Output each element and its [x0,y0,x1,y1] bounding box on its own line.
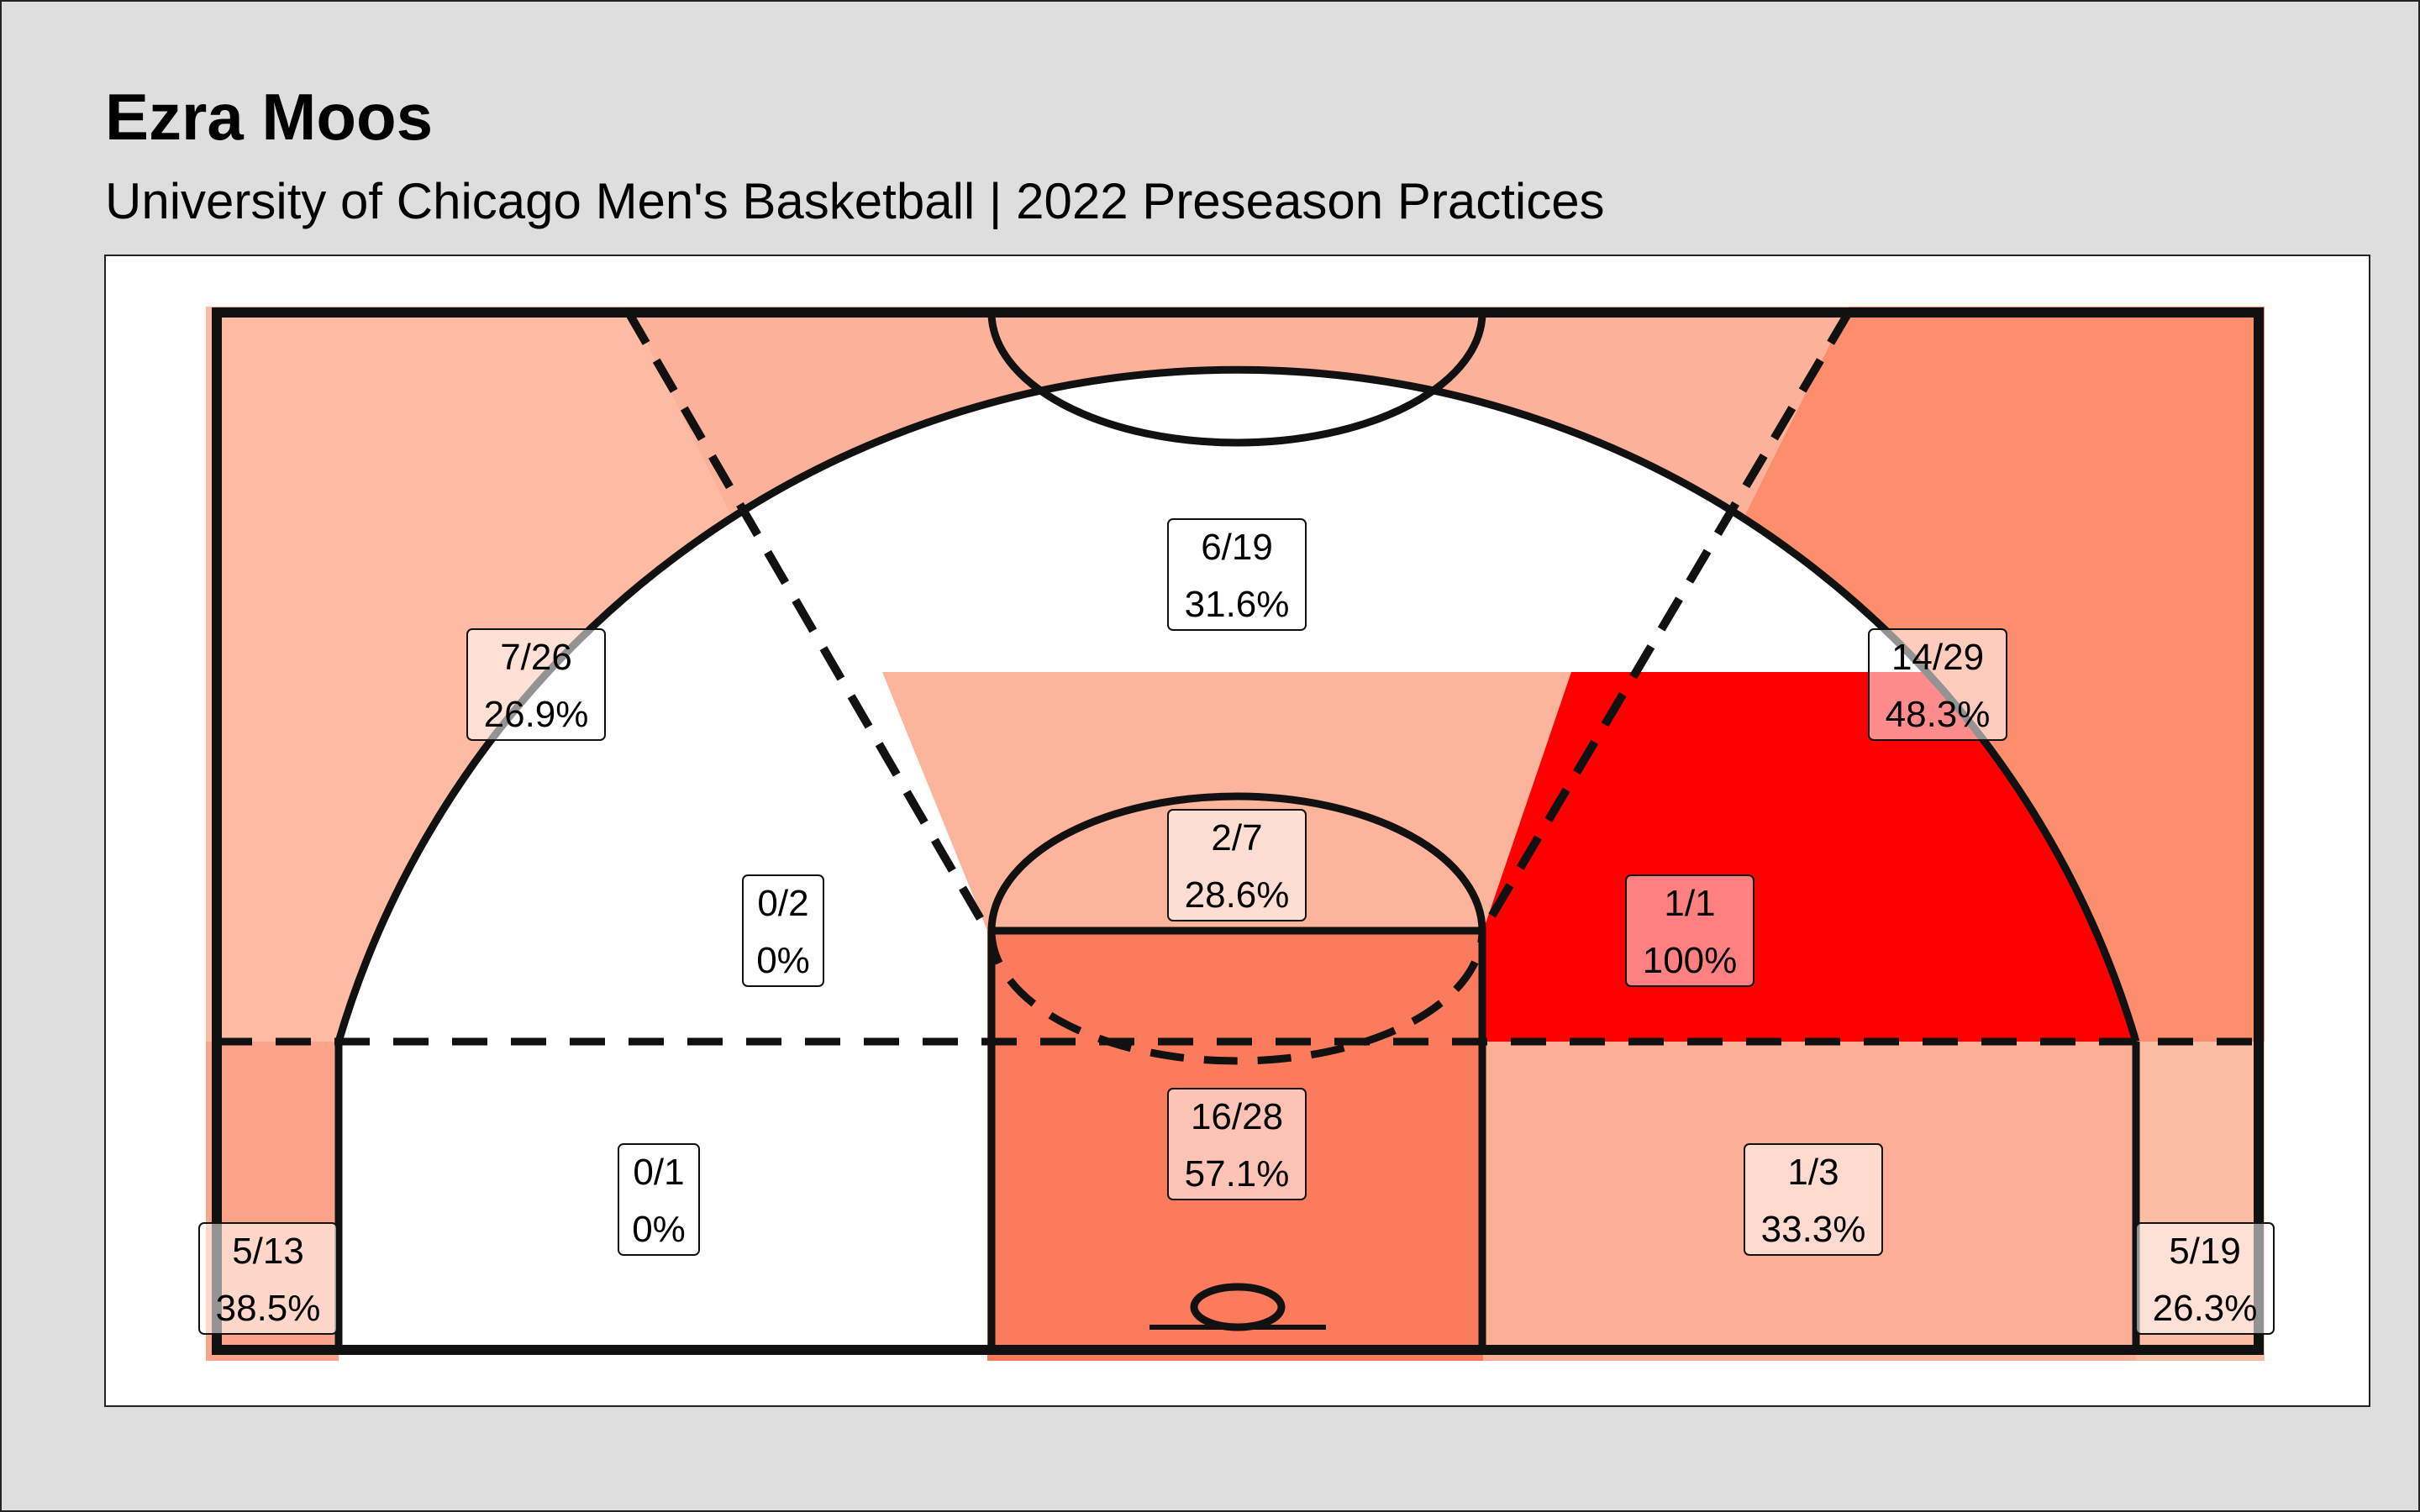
label-pct: 0% [632,1209,686,1250]
label-count: 7/26 [500,637,572,678]
chart-subtitle: University of Chicago Men's Basketball |… [105,173,1605,229]
label-count: 0/1 [633,1152,684,1193]
label-count: 16/28 [1191,1096,1283,1137]
label-count: 0/2 [757,883,808,924]
label-count: 2/7 [1211,817,1262,858]
label-count: 14/29 [1891,637,1984,678]
zone-labels: 7/26 26.9% 6/19 31.6% 14/29 48.3% 0/2 0%… [198,518,2275,1335]
label-top-key-mid: 2/7 28.6% [1167,809,1307,921]
label-left-corner-three: 5/13 38.5% [198,1222,338,1335]
label-pct: 38.5% [216,1288,321,1329]
top-circle [987,312,1486,447]
label-right-wing-three: 14/29 48.3% [1868,628,2007,741]
label-pct: 57.1% [1185,1153,1290,1194]
label-right-corner-three: 5/19 26.3% [2135,1222,2275,1335]
label-count: 1/3 [1787,1152,1839,1193]
label-left-baseline-mid: 0/1 0% [618,1143,700,1256]
label-pct: 48.3% [1886,694,1991,735]
label-pct: 31.6% [1185,584,1290,625]
label-right-elbow-mid: 1/1 100% [1625,874,1754,987]
label-count: 5/13 [232,1231,304,1272]
zone-top-key-mid [882,672,1571,931]
label-pct: 26.9% [484,694,589,735]
free-throw-circle-top [987,792,1486,932]
label-top-key-three: 6/19 31.6% [1167,518,1307,631]
label-pct: 33.3% [1761,1209,1866,1250]
label-right-baseline-mid: 1/3 33.3% [1744,1143,1883,1256]
paint-box [987,927,1486,1354]
left-diagonal [624,310,992,933]
label-pct: 100% [1643,940,1738,981]
label-pct: 0% [756,940,810,981]
label-paint: 16/28 57.1% [1167,1088,1307,1200]
label-pct: 26.3% [2153,1288,2258,1329]
right-diagonal [1479,310,1853,933]
label-count: 5/19 [2169,1231,2241,1272]
label-left-elbow-mid: 0/2 0% [742,874,824,987]
free-throw-circle-bottom [987,930,1486,1065]
label-count: 6/19 [1201,527,1273,568]
chart-title: Ezra Moos [105,80,434,154]
label-pct: 28.6% [1185,874,1290,916]
label-left-wing-three: 7/26 26.9% [466,628,606,741]
label-count: 1/1 [1664,883,1715,924]
